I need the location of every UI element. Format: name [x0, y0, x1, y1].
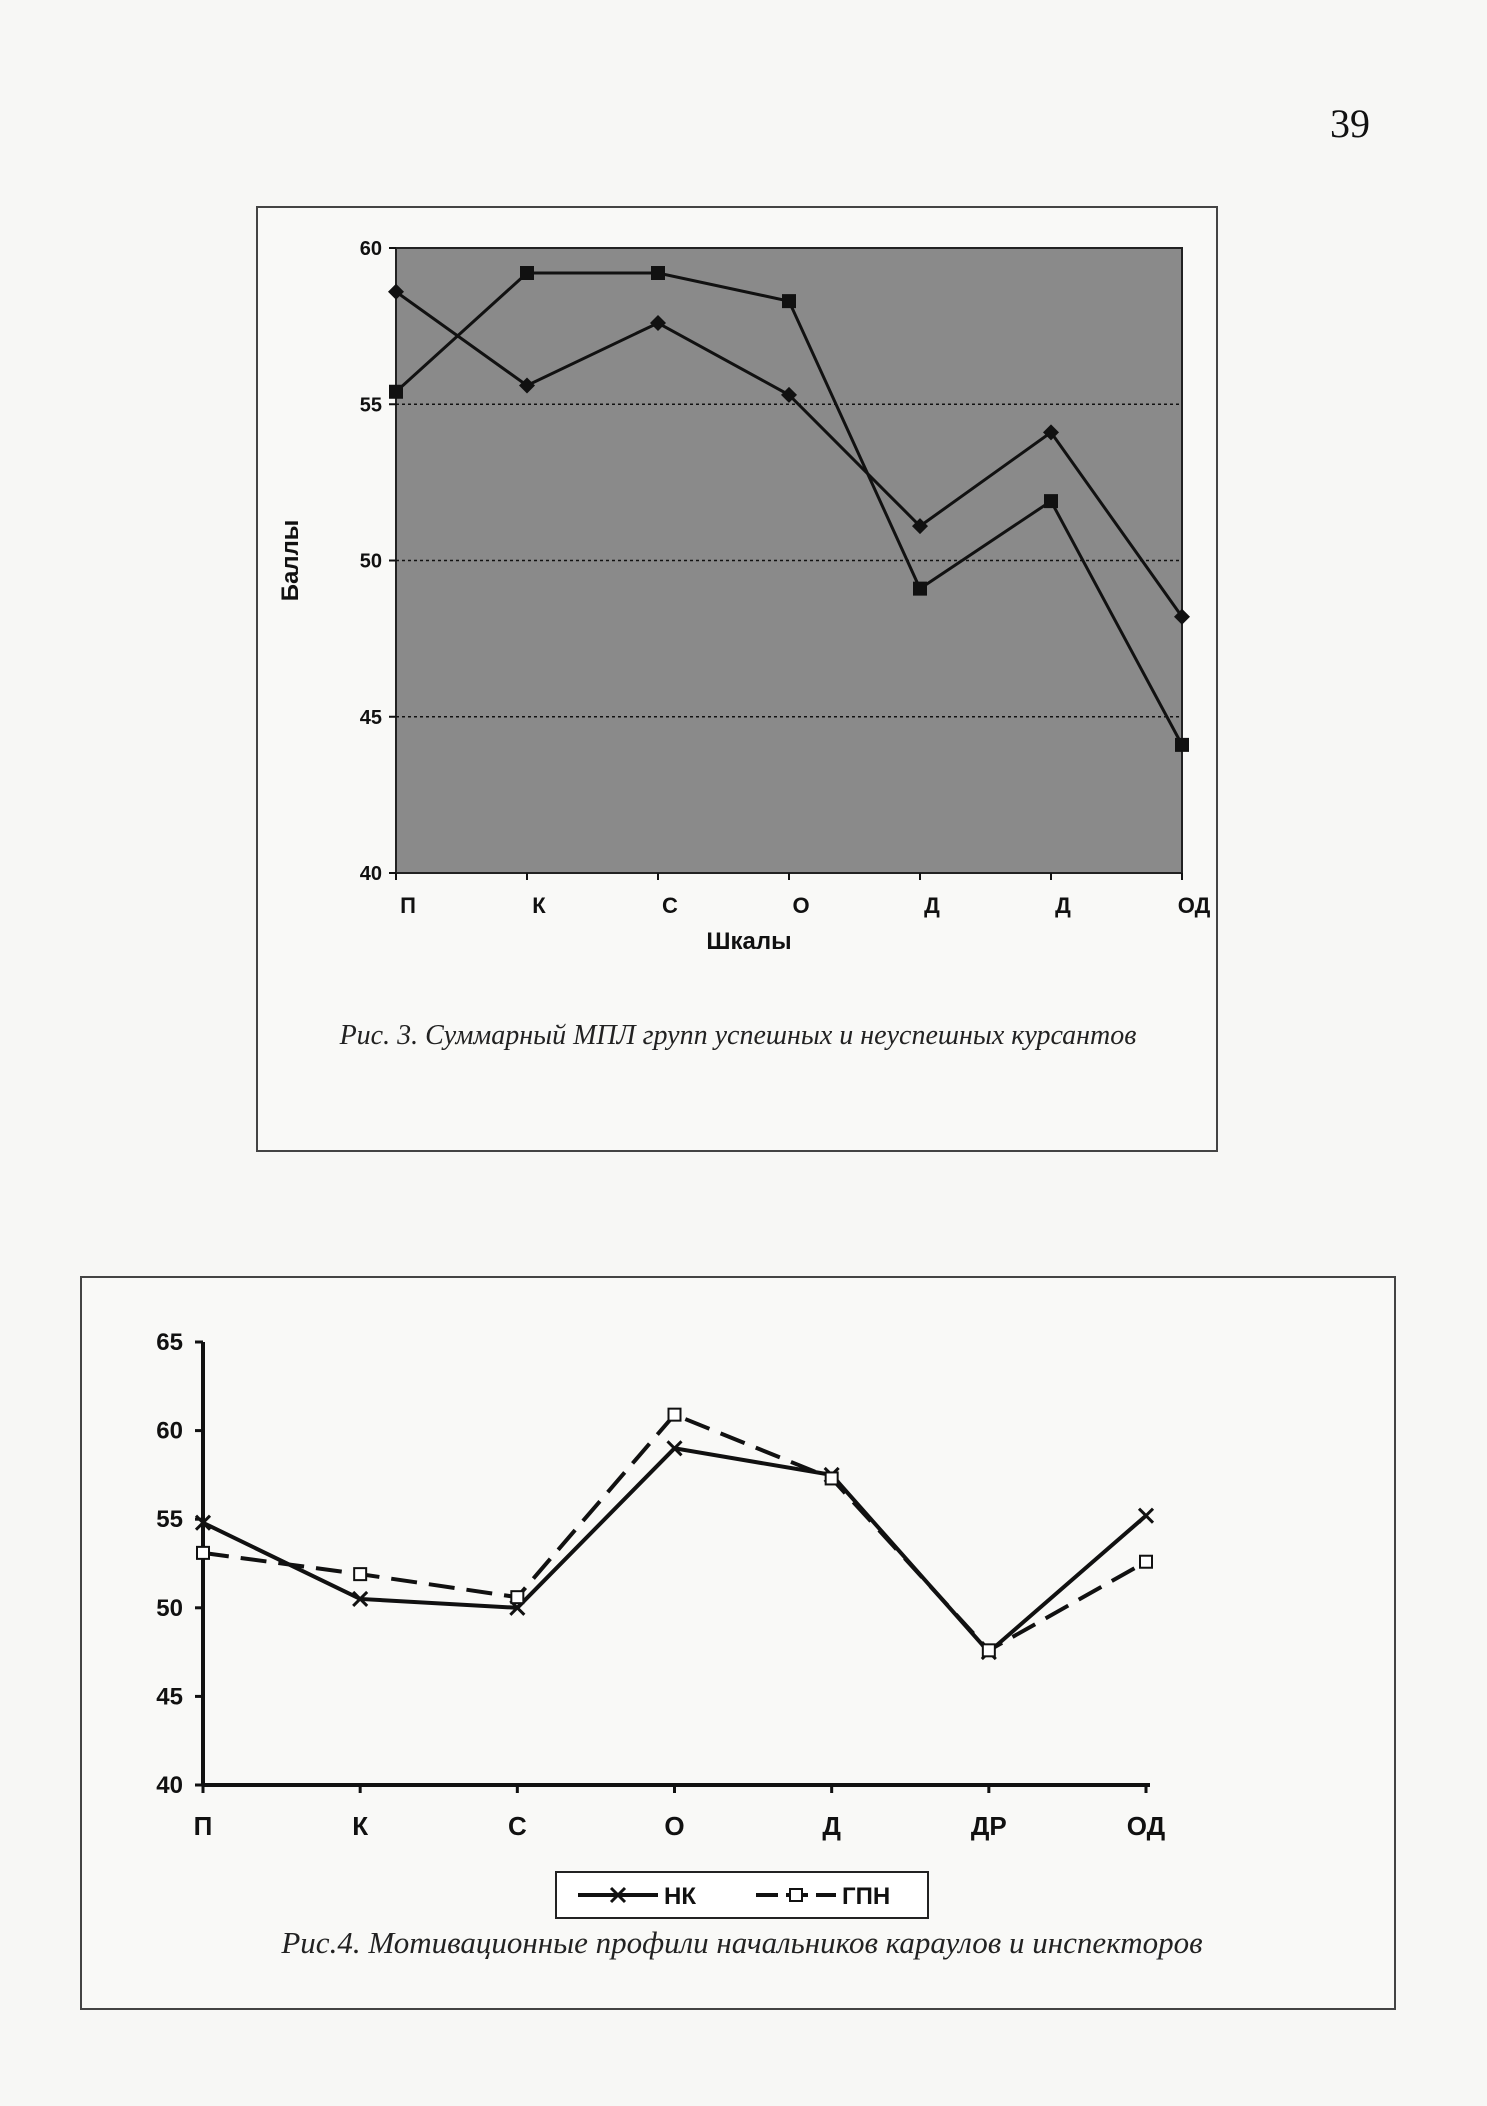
y-tick-label: 60 — [360, 238, 382, 260]
y-tick-label: 40 — [156, 1772, 183, 1799]
legend-marker-НК — [609, 1886, 627, 1904]
legend-marker-ГПН — [789, 1888, 803, 1902]
series-НК-point — [194, 1514, 212, 1531]
figure-3-caption: Рис. 3. Суммарный МПЛ групп успешных и н… — [339, 1020, 1137, 1051]
series-1-point — [650, 315, 666, 331]
legend-label-ГПН: ГПН — [842, 1883, 890, 1910]
series-ГПН-point — [667, 1407, 682, 1422]
x-tick-label: С — [508, 1811, 527, 1841]
x-tick-label: О — [792, 893, 809, 918]
y-tick-label: 50 — [156, 1595, 183, 1622]
series-2-point — [651, 266, 665, 280]
series-1-point — [781, 386, 797, 403]
series-ГПН-point — [196, 1545, 210, 1560]
series-line-НК — [202, 1446, 1148, 1655]
figure-4: 40 45 50 55 60 65 П К С О Д ДР ОД НК ГПН Рис.4. Мотива… — [80, 1276, 1396, 2010]
series-НК-point — [352, 1590, 369, 1608]
series-2-point — [520, 266, 534, 280]
x-axis-title: Шкалы — [706, 928, 791, 955]
series-1-point — [1043, 424, 1059, 441]
series-1-point — [1174, 608, 1190, 625]
x-tick-label: К — [352, 1811, 368, 1841]
y-tick-label: 40 — [360, 863, 382, 885]
legend-label-НК: НК — [664, 1883, 696, 1910]
figure-4-caption: Рис.4. Мотивационные профили начальников… — [281, 1925, 1203, 1960]
x-tick-label: К — [532, 893, 546, 918]
series-ГПН-point — [824, 1471, 839, 1486]
series-1-point — [388, 283, 404, 300]
series-2-point — [913, 581, 927, 596]
x-tick-label: С — [662, 893, 678, 918]
series-2-point — [1175, 737, 1189, 752]
series-1-point — [519, 377, 535, 394]
series-НК-point — [666, 1440, 683, 1457]
y-tick-label: 65 — [156, 1329, 183, 1356]
y-tick-label: 45 — [360, 707, 382, 729]
series-ГПН-point — [1139, 1554, 1153, 1569]
x-tick-label: ОД — [1178, 893, 1211, 918]
x-tick-label: П — [194, 1811, 213, 1841]
legend-box — [555, 1871, 929, 1919]
x-tick-label: ОД — [1127, 1811, 1166, 1841]
y-tick-label: 55 — [360, 394, 382, 416]
series-2-point — [389, 384, 403, 399]
series-1-point — [912, 518, 928, 535]
series-НК-point — [1137, 1507, 1155, 1524]
x-tick-label: П — [400, 893, 416, 918]
y-tick-label: 50 — [360, 551, 382, 573]
series-2-point — [782, 294, 796, 309]
x-tick-label: Д — [822, 1811, 841, 1841]
figure-3: 40 45 50 55 60 П К С О Д Д ОД Шкалы Баллы Рис. 3. Сум… — [256, 206, 1218, 1152]
x-tick-label: ДР — [971, 1811, 1007, 1841]
series-ГПН-point — [353, 1567, 368, 1582]
x-tick-label: Д — [924, 893, 940, 918]
y-tick-label: 45 — [156, 1683, 183, 1710]
y-axis-title: Баллы — [277, 520, 304, 602]
series-ГПН-point — [510, 1590, 525, 1605]
x-tick-label: О — [664, 1811, 684, 1841]
series-2-point — [1044, 494, 1058, 509]
y-tick-label: 60 — [156, 1418, 183, 1445]
page-number: 39 — [1330, 101, 1370, 146]
series-ГПН-point — [981, 1643, 996, 1658]
x-tick-label: Д — [1055, 893, 1071, 918]
y-tick-label: 55 — [156, 1506, 183, 1533]
